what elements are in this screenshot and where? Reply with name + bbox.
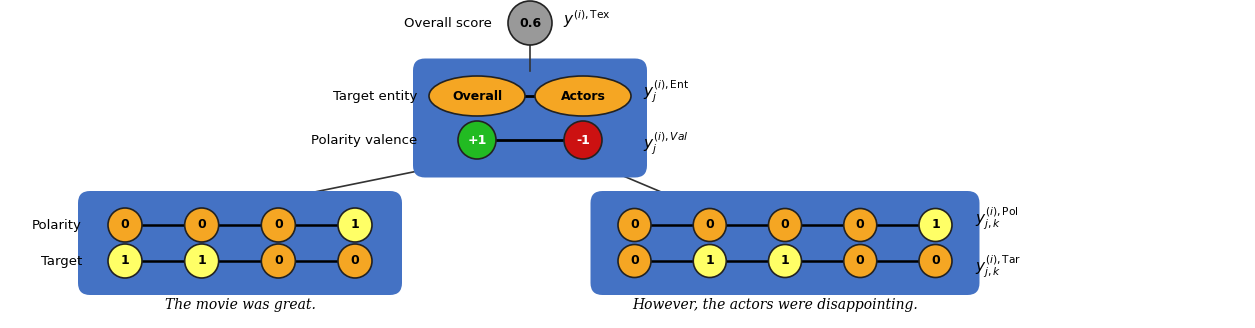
Text: Actors: Actors xyxy=(561,90,605,103)
FancyBboxPatch shape xyxy=(78,191,402,295)
Text: 0: 0 xyxy=(856,255,865,268)
Circle shape xyxy=(338,244,371,278)
Text: 0: 0 xyxy=(705,218,714,232)
Text: 1: 1 xyxy=(705,255,714,268)
Text: $y_j^{(i),\mathrm{Ent}}$: $y_j^{(i),\mathrm{Ent}}$ xyxy=(643,79,689,105)
Text: Polarity valence: Polarity valence xyxy=(311,133,417,147)
Text: 0: 0 xyxy=(274,255,282,268)
Circle shape xyxy=(919,209,953,241)
Circle shape xyxy=(184,208,218,242)
Text: Overall: Overall xyxy=(452,90,502,103)
Text: Target: Target xyxy=(40,255,82,268)
Text: $y_{j,k}^{(i),\mathrm{Tar}}$: $y_{j,k}^{(i),\mathrm{Tar}}$ xyxy=(975,254,1022,280)
Circle shape xyxy=(261,208,295,242)
Text: 0: 0 xyxy=(931,255,940,268)
Circle shape xyxy=(508,1,552,45)
Text: The movie was great.: The movie was great. xyxy=(164,298,315,312)
Circle shape xyxy=(693,244,727,277)
Circle shape xyxy=(693,209,727,241)
FancyBboxPatch shape xyxy=(591,191,979,295)
Text: 0: 0 xyxy=(630,218,639,232)
Ellipse shape xyxy=(535,76,631,116)
Text: 0: 0 xyxy=(630,255,639,268)
Circle shape xyxy=(458,121,496,159)
Circle shape xyxy=(184,244,218,278)
Circle shape xyxy=(563,121,602,159)
Text: $y^{(i),\mathrm{Tex}}$: $y^{(i),\mathrm{Tex}}$ xyxy=(563,8,611,30)
Text: 0: 0 xyxy=(350,255,359,268)
Text: +1: +1 xyxy=(467,133,487,147)
Text: Target entity: Target entity xyxy=(333,90,417,103)
Circle shape xyxy=(843,209,877,241)
Circle shape xyxy=(843,244,877,277)
Text: Polarity: Polarity xyxy=(33,218,82,232)
Circle shape xyxy=(919,244,953,277)
Circle shape xyxy=(108,244,142,278)
FancyBboxPatch shape xyxy=(413,58,648,177)
Ellipse shape xyxy=(429,76,525,116)
Text: However, the actors were disappointing.: However, the actors were disappointing. xyxy=(633,298,917,312)
Circle shape xyxy=(261,244,295,278)
Circle shape xyxy=(768,209,802,241)
Text: 0: 0 xyxy=(274,218,282,232)
Text: -1: -1 xyxy=(576,133,590,147)
Text: 1: 1 xyxy=(350,218,359,232)
Circle shape xyxy=(768,244,802,277)
Text: 0: 0 xyxy=(197,218,206,232)
Circle shape xyxy=(617,209,651,241)
Text: 0.6: 0.6 xyxy=(518,16,541,30)
Text: 0: 0 xyxy=(781,218,789,232)
Text: 1: 1 xyxy=(197,255,206,268)
Circle shape xyxy=(338,208,371,242)
Circle shape xyxy=(108,208,142,242)
Text: 1: 1 xyxy=(120,255,129,268)
Text: Overall score: Overall score xyxy=(404,16,492,30)
Text: 1: 1 xyxy=(781,255,789,268)
Circle shape xyxy=(617,244,651,277)
Text: 0: 0 xyxy=(120,218,129,232)
Text: 0: 0 xyxy=(856,218,865,232)
Text: $y_{j,k}^{(i),\mathrm{Pol}}$: $y_{j,k}^{(i),\mathrm{Pol}}$ xyxy=(975,206,1019,232)
Text: 1: 1 xyxy=(931,218,940,232)
Text: $y_j^{(i),Val}$: $y_j^{(i),Val}$ xyxy=(643,131,689,157)
